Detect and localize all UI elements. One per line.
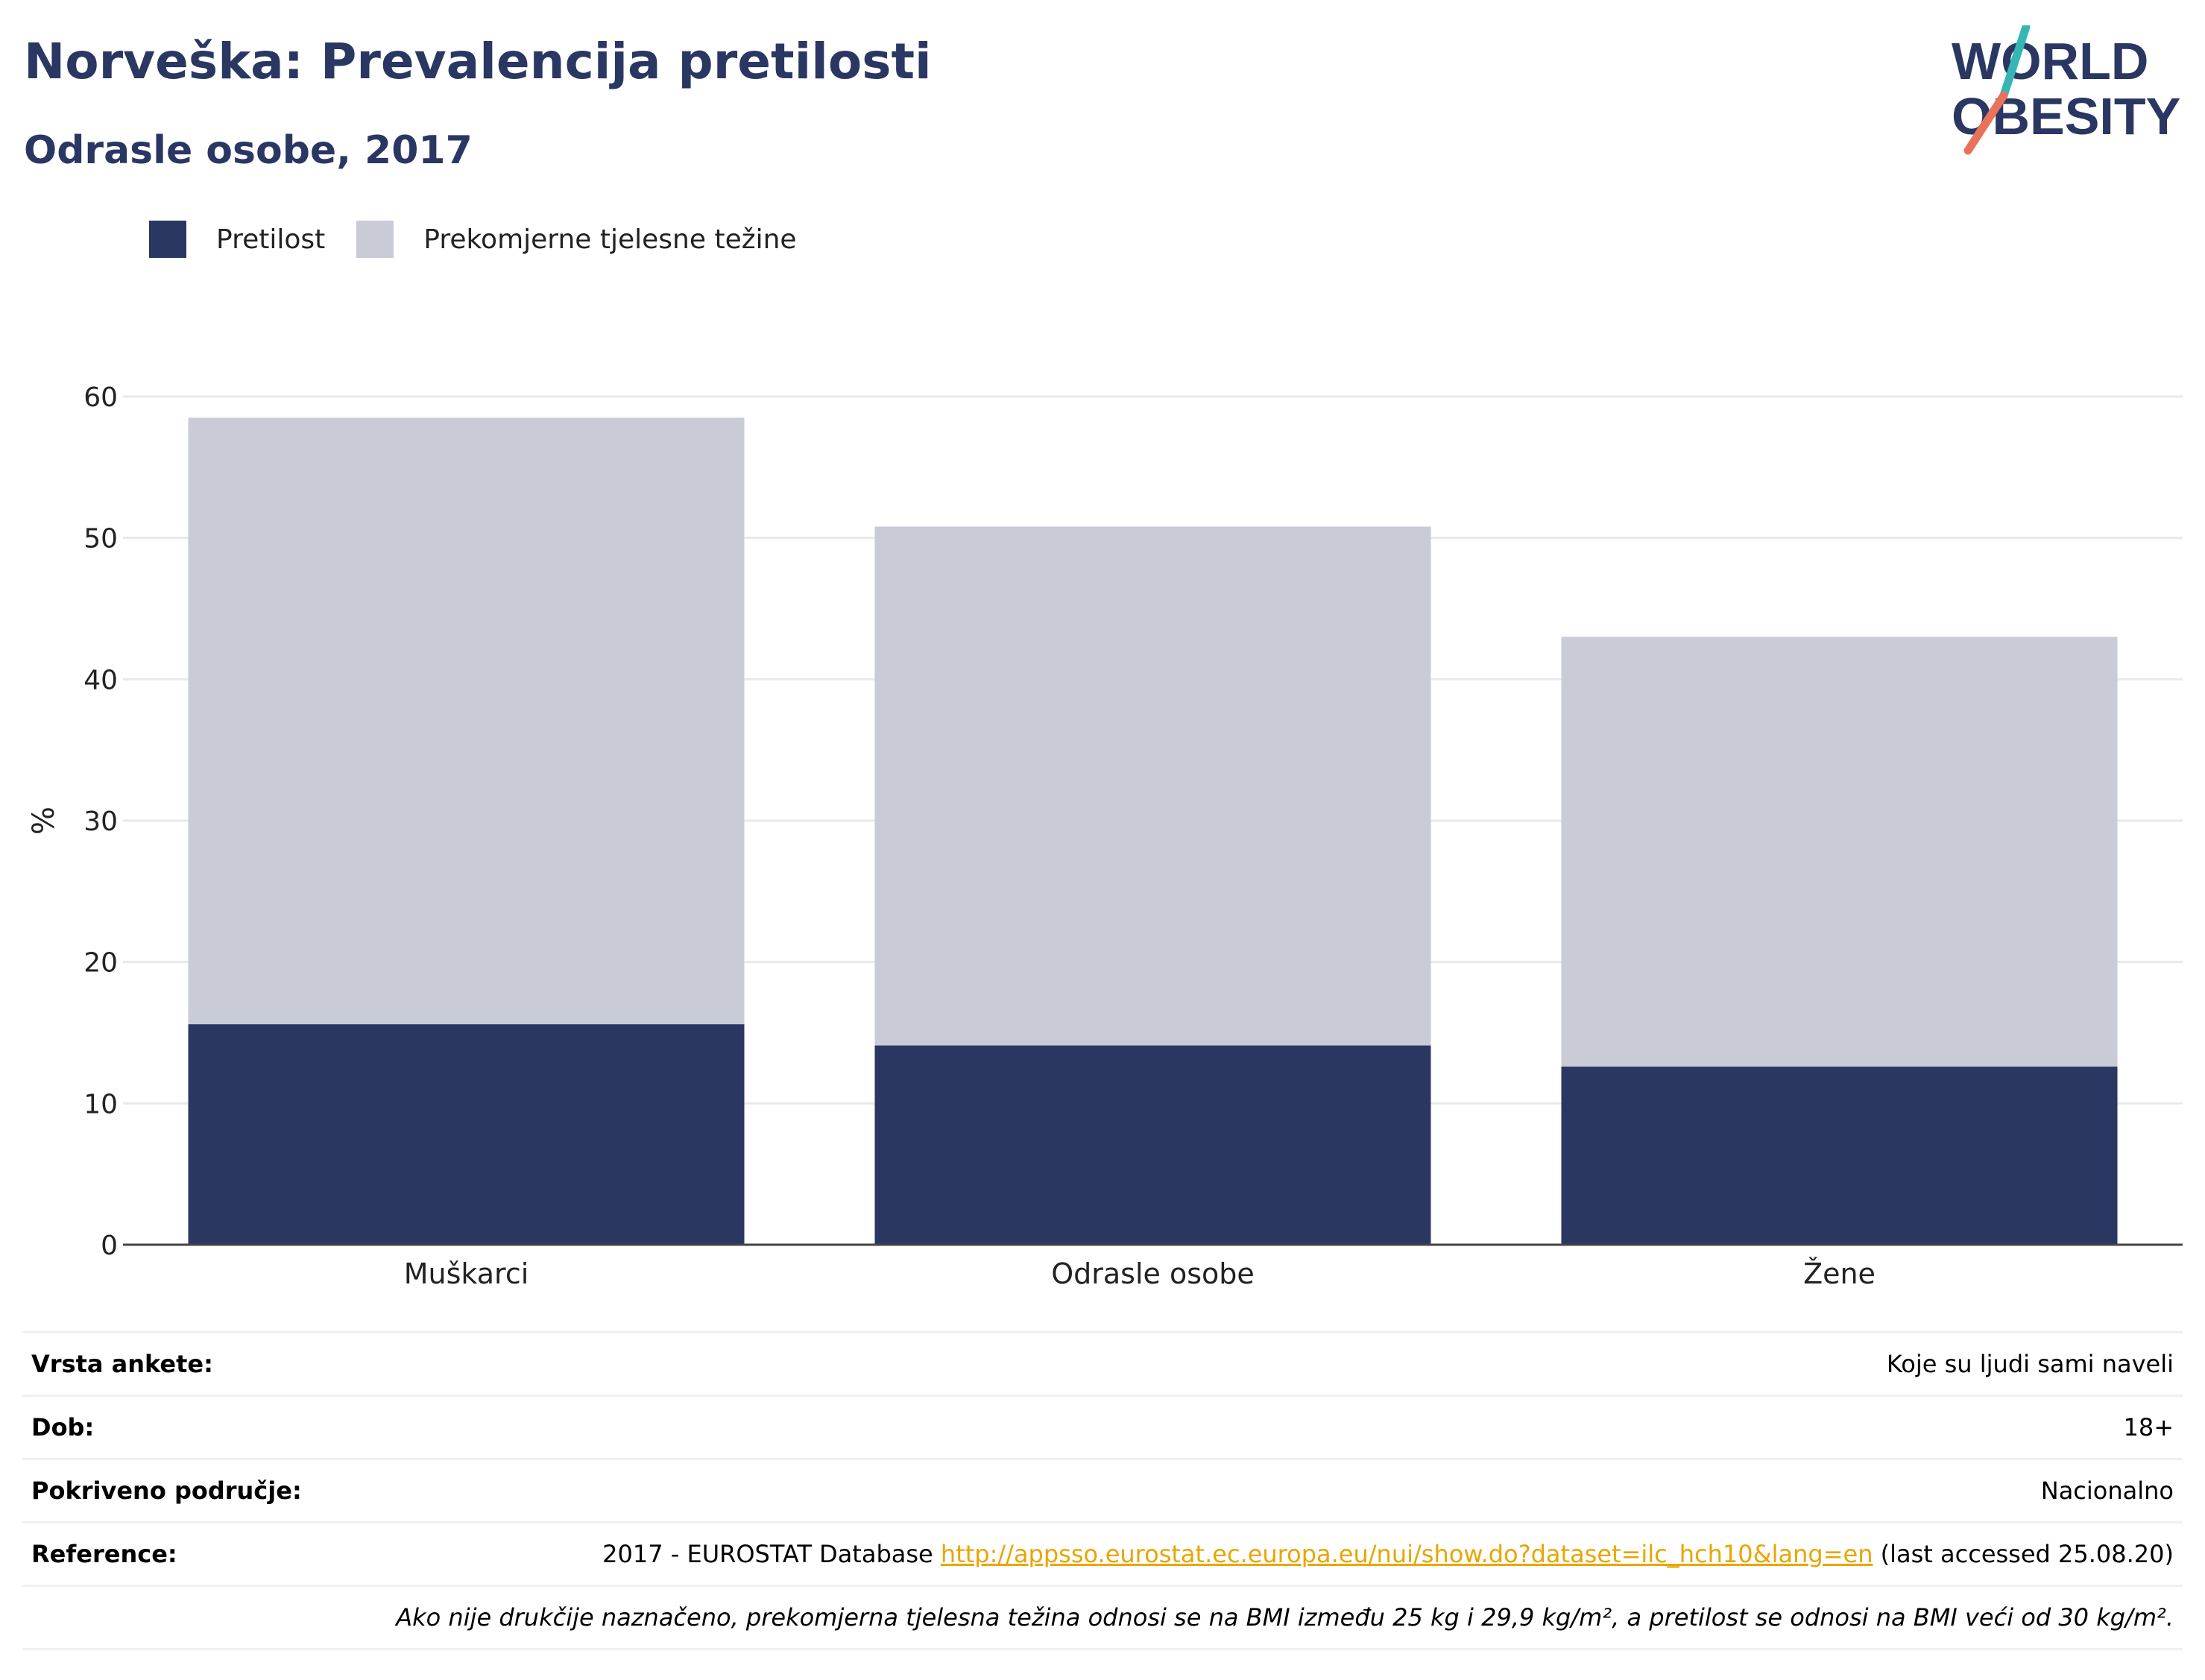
bar-obesity — [188, 1024, 745, 1245]
y-tick-label: 20 — [83, 948, 118, 979]
y-tick-label: 0 — [101, 1231, 118, 1261]
legend-swatch-obesity — [149, 221, 186, 258]
x-tick-label: Odrasle osobe — [1051, 1257, 1255, 1289]
info-key: Vrsta ankete: — [22, 1331, 338, 1396]
info-key: Pokriveno područje: — [22, 1458, 338, 1523]
y-tick-label: 40 — [83, 665, 118, 695]
info-row-reference: Reference: 2017 - EUROSTAT Database http… — [22, 1521, 2183, 1586]
bar-overweight — [1561, 637, 2118, 1067]
info-row-coverage: Pokriveno područje: Nacionalno — [22, 1458, 2183, 1523]
chart-title: Norveška: Prevalencija pretilosti — [24, 33, 932, 90]
bar-overweight — [188, 417, 745, 1025]
info-row-note: Ako nije drukčije naznačeno, prekomjerna… — [22, 1585, 2183, 1650]
info-key: Dob: — [22, 1395, 338, 1459]
info-key: Reference: — [22, 1521, 338, 1586]
reference-prefix: 2017 - EUROSTAT Database — [602, 1540, 941, 1568]
y-tick-label: 30 — [83, 806, 118, 837]
bar-obesity — [1561, 1067, 2118, 1245]
logo-slash-coral — [1963, 91, 2008, 155]
y-axis-label: % — [27, 806, 61, 835]
legend-swatch-overweight — [356, 221, 394, 258]
y-tick-label: 60 — [83, 382, 118, 413]
stacked-bar-chart: 0 10 20 30 40 50 60% Muškarci Odrasle osobe Žene — [27, 382, 2183, 1289]
chart-subtitle: Odrasle osobe, 2017 — [24, 128, 473, 173]
x-tick-label: Muškarci — [404, 1257, 529, 1289]
bar-obesity — [874, 1045, 1431, 1245]
logo-slash-teal — [1999, 25, 2031, 100]
chart-legend: Pretilost Prekomjerne tjelesne težine — [149, 221, 828, 258]
info-value: Koje su ljudi sami naveli — [338, 1331, 2183, 1396]
info-value: 18+ — [338, 1395, 2183, 1459]
legend-label-obesity: Pretilost — [216, 224, 326, 255]
legend-label-overweight: Prekomjerne tjelesne težine — [423, 224, 797, 255]
info-row-survey: Vrsta ankete: Koje su ljudi sami naveli — [22, 1331, 2183, 1396]
definition-note: Ako nije drukčije naznačeno, prekomjerna… — [22, 1585, 2183, 1650]
info-table: Vrsta ankete: Koje su ljudi sami naveli … — [22, 1331, 2183, 1650]
world-obesity-logo: WORLD OBESITY — [1952, 25, 2180, 155]
y-tick-label: 10 — [83, 1089, 118, 1120]
reference-suffix: (last accessed 25.08.20) — [1873, 1540, 2174, 1568]
logo-line1: WORLD — [1952, 32, 2148, 90]
bar-overweight — [874, 526, 1431, 1046]
reference-link[interactable]: http://appsso.eurostat.ec.europa.eu/nui/… — [940, 1540, 1873, 1568]
info-value: 2017 - EUROSTAT Database http://appsso.e… — [338, 1521, 2183, 1586]
legend-item-obesity[interactable]: Pretilost — [149, 221, 325, 258]
x-tick-label: Žene — [1803, 1257, 1876, 1289]
legend-item-overweight[interactable]: Prekomjerne tjelesne težine — [356, 221, 797, 258]
info-row-age: Dob: 18+ — [22, 1395, 2183, 1459]
y-tick-label: 50 — [83, 524, 118, 555]
info-value: Nacionalno — [338, 1458, 2183, 1523]
